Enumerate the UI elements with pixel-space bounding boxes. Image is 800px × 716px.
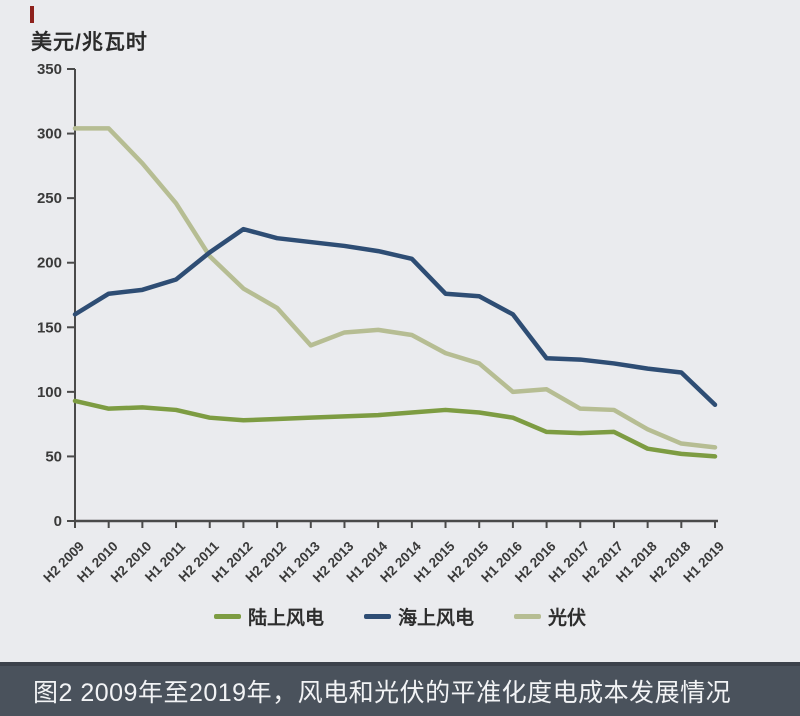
legend-label-offshore-wind: 海上风电 (397, 607, 474, 629)
legend-item-solar-pv: 光伏 (514, 603, 586, 630)
y-axis-title: 美元/兆瓦时 (31, 31, 148, 54)
series-line-offshore-wind (72, 226, 718, 408)
y-tick-label: 50 (45, 448, 62, 465)
y-tick-label: 0 (54, 513, 62, 530)
y-tick-label: 300 (37, 126, 62, 143)
y-tick-label: 350 (37, 61, 62, 78)
legend-swatch-offshore-wind (363, 613, 391, 619)
legend: 陆上风电 海上风电 光伏 (0, 598, 800, 634)
legend-swatch-onshore-wind (213, 613, 241, 619)
legend-item-offshore-wind: 海上风电 (363, 603, 474, 630)
figure-caption-bar: 图2 2009年至2019年，风电和光伏的平准化度电成本发展情况 (0, 662, 800, 716)
legend-label-onshore-wind: 陆上风电 (247, 607, 324, 629)
legend-item-onshore-wind: 陆上风电 (213, 603, 324, 630)
y-tick-label: 150 (37, 319, 62, 336)
series-line-onshore-wind (72, 398, 718, 459)
y-tick-label: 100 (37, 384, 62, 401)
legend-label-solar-pv: 光伏 (548, 607, 587, 629)
y-tick-label: 200 (37, 255, 62, 272)
y-tick-label: 250 (37, 190, 62, 207)
legend-swatch-solar-pv (514, 613, 541, 619)
figure-caption-text: 图2 2009年至2019年，风电和光伏的平准化度电成本发展情况 (33, 679, 732, 707)
series-line-solar-pv (72, 126, 718, 450)
red-accent-mark (30, 6, 34, 23)
